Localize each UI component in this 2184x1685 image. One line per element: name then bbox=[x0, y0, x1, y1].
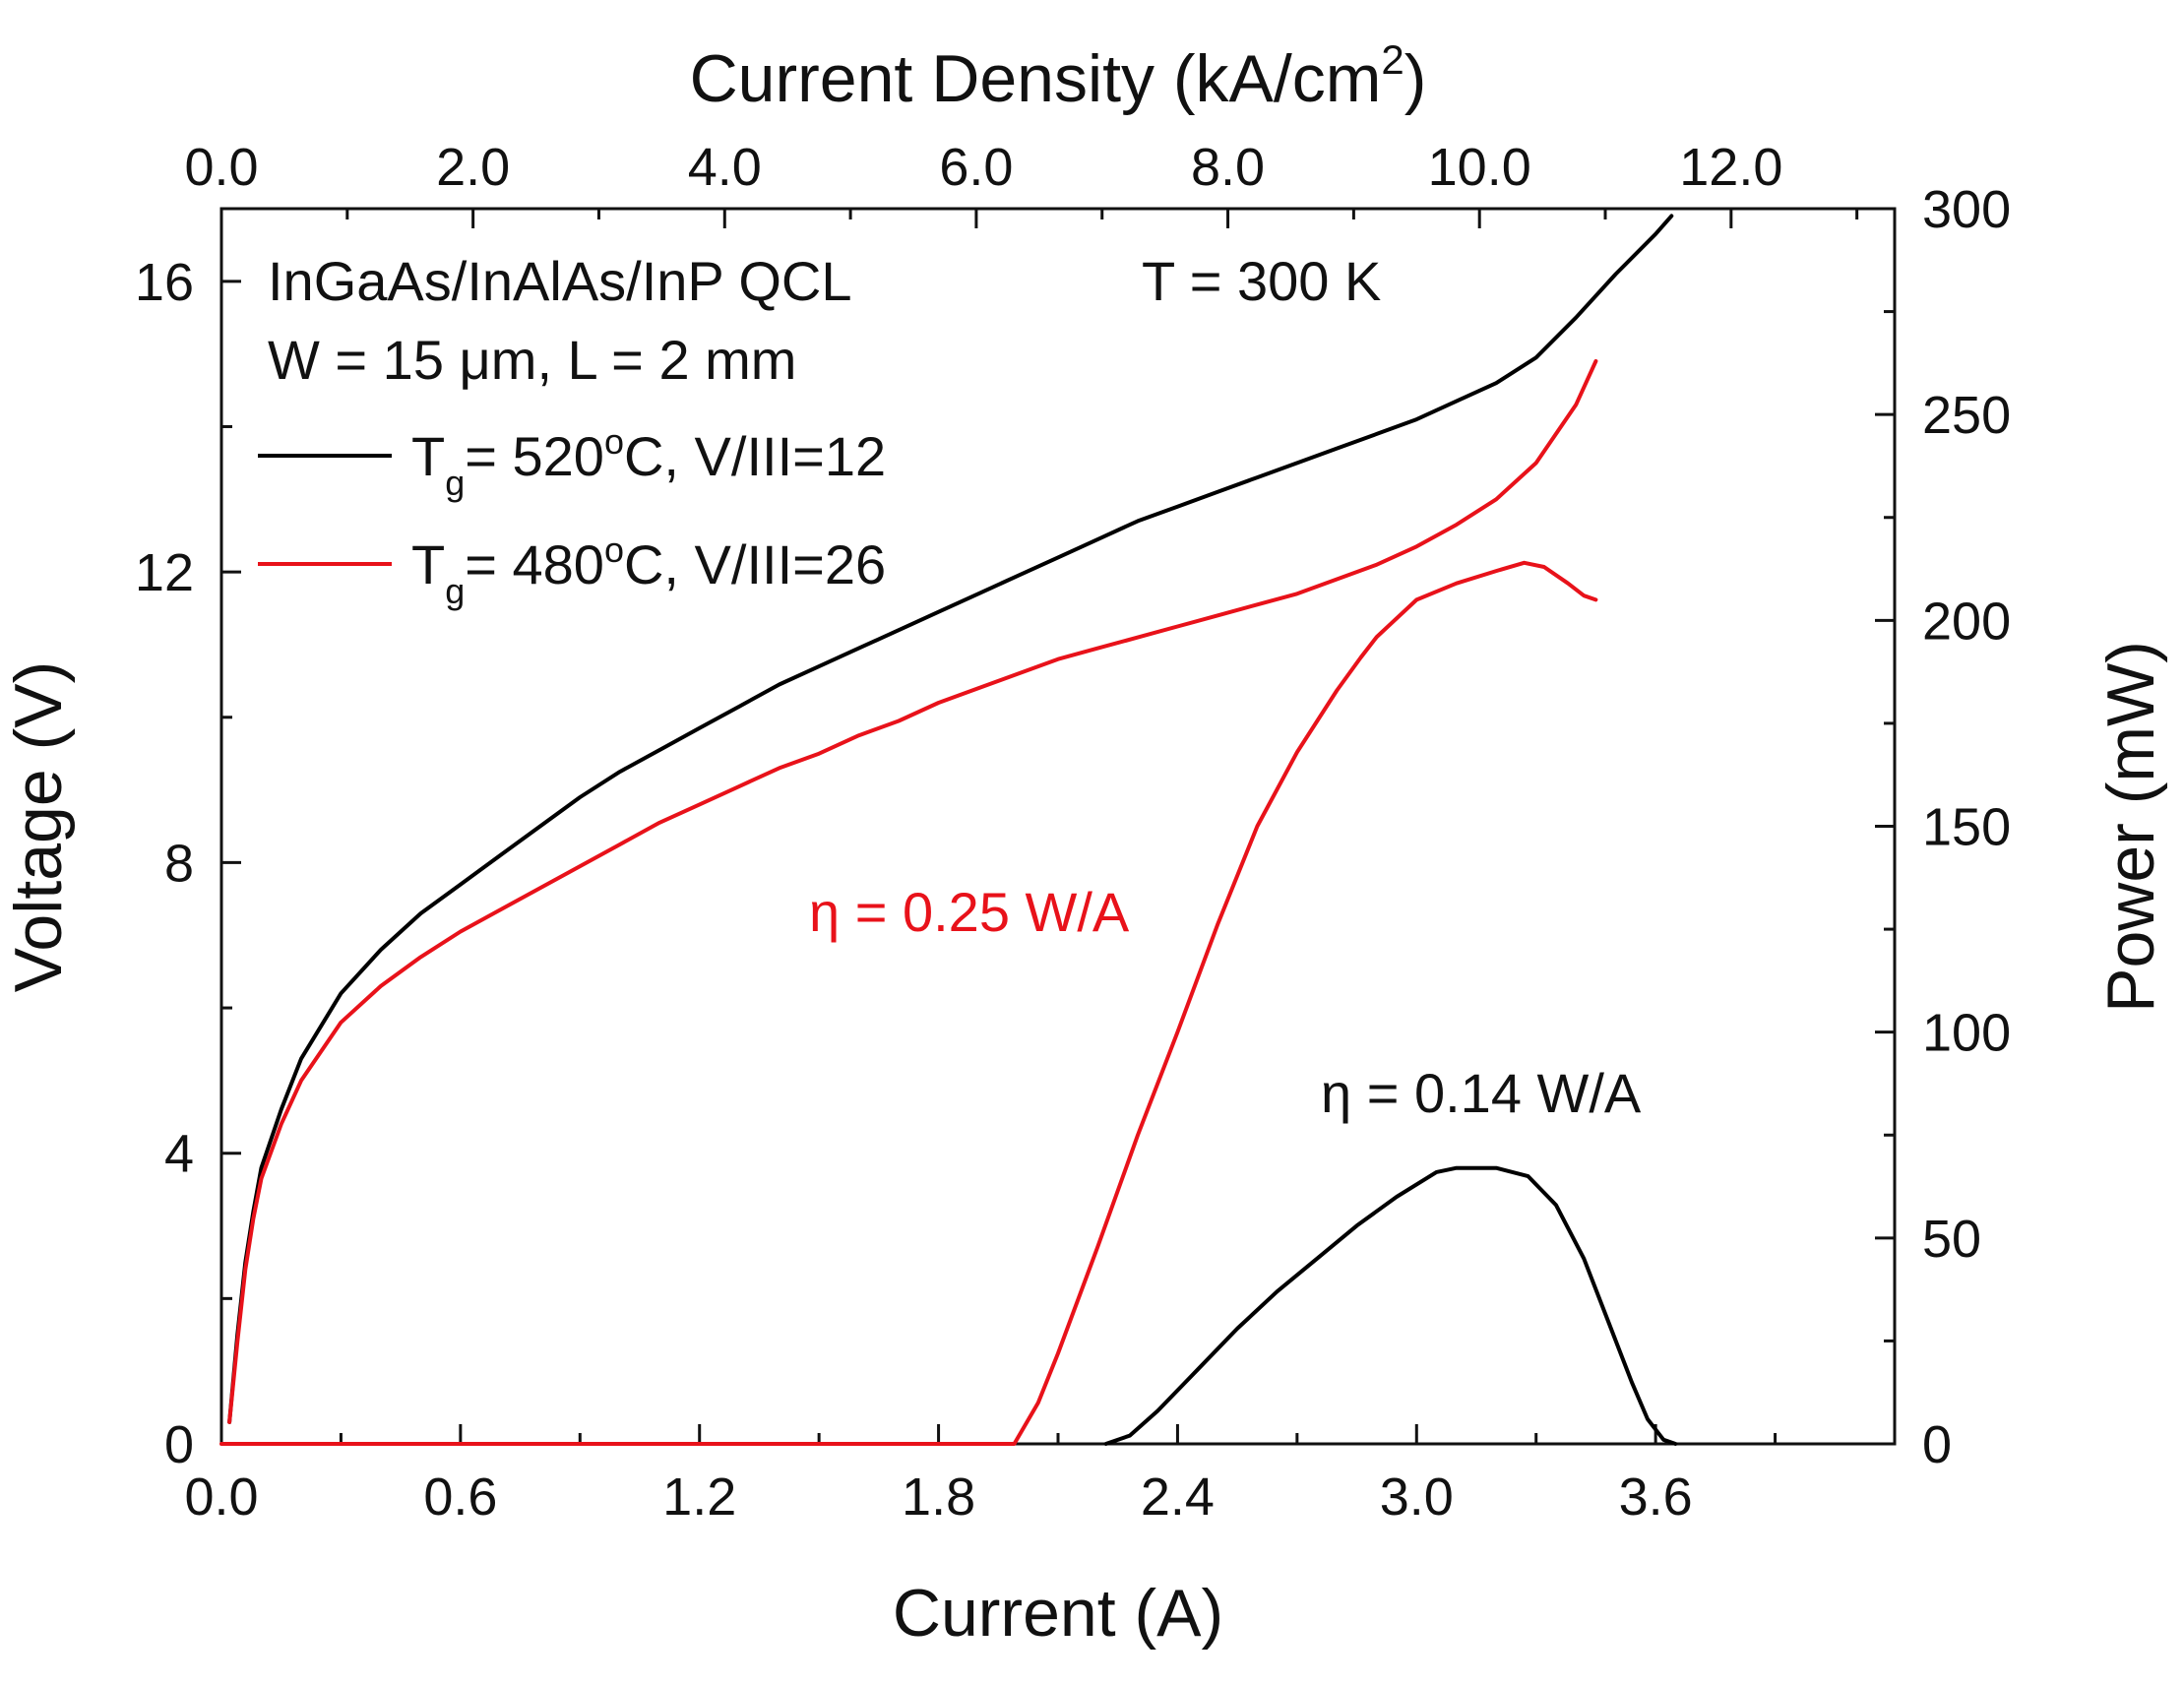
x-top-tick-label: 12.0 bbox=[1679, 138, 1782, 197]
y-left-tick-label: 8 bbox=[164, 834, 194, 893]
legend: Tg= 520oC, V/III=12 Tg= 480oC, V/III=26 bbox=[258, 421, 886, 611]
x-top-tick-label: 10.0 bbox=[1428, 138, 1531, 197]
ticks-layer: 0.0 0.6 1.2 1.8 2.4 3.0 3.6 0.0 2.0 4.0 6.0 8.0 10.0… bbox=[135, 138, 2011, 1527]
x-top-title-main: Current Density (kA/cm bbox=[690, 41, 1382, 116]
x-bottom-tick-label: 2.4 bbox=[1141, 1467, 1215, 1527]
series-line-tg-480c-power bbox=[219, 560, 1598, 1446]
y-left-tick-label: 0 bbox=[164, 1415, 194, 1474]
legend-480-mid: = 480 bbox=[465, 533, 604, 595]
x-top-tick-label: 2.0 bbox=[436, 138, 510, 197]
legend-520-mid: = 520 bbox=[465, 425, 604, 487]
x-bottom-tick-label: 0.0 bbox=[184, 1467, 258, 1527]
x-bottom-tick-label: 3.0 bbox=[1380, 1467, 1454, 1527]
temperature-annotation: T = 300 K bbox=[1142, 250, 1381, 312]
y-right-tick-label: 150 bbox=[1922, 798, 2011, 857]
x-bottom-tick-label: 0.6 bbox=[423, 1467, 497, 1527]
geometry-annotation: W = 15 μm, L = 2 mm bbox=[268, 329, 796, 391]
x-bottom-tick-label: 3.6 bbox=[1619, 1467, 1693, 1527]
y-right-tick-label: 100 bbox=[1922, 1004, 2011, 1063]
y-right-tick-label: 0 bbox=[1922, 1415, 1952, 1474]
x-top-title-sup: 2 bbox=[1381, 36, 1404, 83]
legend-520-prefix: T bbox=[411, 425, 445, 487]
legend-480-suffix: C, V/III=26 bbox=[624, 533, 886, 595]
series-line-tg-520c-voltage bbox=[227, 214, 1674, 1424]
legend-label-480: Tg= 480oC, V/III=26 bbox=[411, 530, 886, 611]
x-top-tick-label: 8.0 bbox=[1191, 138, 1265, 197]
legend-480-sup: o bbox=[604, 530, 624, 570]
legend-480-prefix: T bbox=[411, 533, 445, 595]
y-right-tick-label: 250 bbox=[1922, 386, 2011, 445]
legend-520-suffix: C, V/III=12 bbox=[624, 425, 886, 487]
x-top-tick-label: 0.0 bbox=[184, 138, 258, 197]
y-left-axis-title: Voltage (V) bbox=[1, 661, 76, 992]
series-layer bbox=[219, 214, 1678, 1446]
legend-label-520: Tg= 520oC, V/III=12 bbox=[411, 421, 886, 503]
y-left-tick-label: 4 bbox=[164, 1125, 194, 1184]
x-bottom-tick-label: 1.2 bbox=[662, 1467, 736, 1527]
series-line-tg-480c-voltage bbox=[227, 359, 1598, 1424]
y-right-axis-title: Power (mW) bbox=[2093, 641, 2168, 1013]
device-annotation: InGaAs/InAlAs/InP QCL bbox=[268, 250, 851, 312]
y-right-tick-label: 50 bbox=[1922, 1210, 1981, 1269]
slope-efficiency-black: η = 0.14 W/A bbox=[1321, 1062, 1642, 1124]
x-bottom-tick-label: 1.8 bbox=[902, 1467, 975, 1527]
series-line-tg-520c-power bbox=[1103, 1165, 1678, 1446]
slope-efficiency-red: η = 0.25 W/A bbox=[809, 881, 1130, 943]
y-left-tick-label: 16 bbox=[135, 253, 194, 312]
x-bottom-axis-title: Current (A) bbox=[893, 1576, 1223, 1651]
legend-520-sub: g bbox=[445, 463, 465, 503]
x-top-tick-label: 6.0 bbox=[939, 138, 1013, 197]
y-right-tick-label: 200 bbox=[1922, 592, 2011, 651]
x-top-tick-label: 4.0 bbox=[688, 138, 762, 197]
x-top-title-end: ) bbox=[1404, 41, 1427, 116]
legend-480-sub: g bbox=[445, 571, 465, 611]
legend-520-sup: o bbox=[604, 421, 624, 462]
x-top-axis-title: Current Density (kA/cm2) bbox=[690, 36, 1427, 116]
y-left-tick-label: 12 bbox=[135, 543, 194, 602]
plot-frame bbox=[219, 207, 1897, 1446]
y-right-tick-label: 300 bbox=[1922, 180, 2011, 239]
